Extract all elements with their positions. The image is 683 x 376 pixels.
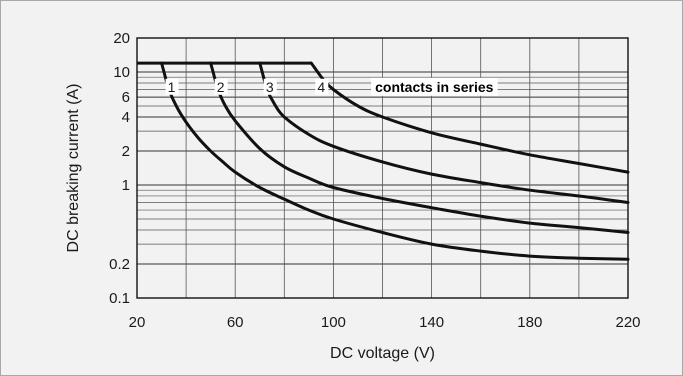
- x-axis-title: DC voltage (V): [330, 345, 435, 362]
- plot-area: [136, 37, 629, 299]
- x-axis-tick-labels: 20 60 100 140 180 220: [129, 314, 641, 331]
- y-tick-label: 6: [122, 89, 130, 106]
- x-tick-label: 220: [615, 314, 640, 331]
- curve-label-background: [214, 78, 228, 95]
- y-axis-tick-labels: 0.1 0.2 1 2 4 6 10 20: [109, 30, 130, 307]
- curve-label-background: [315, 78, 329, 95]
- y-axis-title: DC breaking current (A): [65, 84, 82, 253]
- y-tick-label: 2: [122, 143, 130, 160]
- annotation-background: [371, 77, 498, 96]
- curve-label-3: 3: [263, 78, 277, 95]
- curve-label-text: 2: [217, 79, 225, 95]
- curve-label-1: 1: [165, 78, 179, 95]
- x-tick-label: 100: [321, 314, 346, 331]
- y-tick-label: 20: [113, 30, 130, 47]
- curve-label-text: 4: [317, 79, 325, 95]
- curve-labels: 1 2 3 4: [165, 78, 329, 95]
- y-tick-label: 4: [122, 109, 130, 126]
- curve-label-2: 2: [214, 78, 228, 95]
- x-tick-label: 20: [129, 314, 146, 331]
- y-tick-label: 0.2: [109, 256, 130, 273]
- curve-label-text: 1: [168, 79, 176, 95]
- x-tick-label: 140: [419, 314, 444, 331]
- annotation: contacts in series: [371, 77, 498, 96]
- annotation-text: contacts in series: [375, 79, 493, 95]
- curve-label-4: 4: [315, 78, 329, 95]
- y-tick-label: 10: [113, 64, 130, 81]
- x-tick-label: 60: [227, 314, 244, 331]
- curve-label-text: 3: [266, 79, 274, 95]
- x-tick-label: 180: [517, 314, 542, 331]
- curve-label-background: [263, 78, 277, 95]
- y-tick-label: 0.1: [109, 290, 130, 307]
- curve-label-background: [165, 78, 179, 95]
- series-line-1: [160, 61, 630, 261]
- y-tick-label: 1: [122, 177, 130, 194]
